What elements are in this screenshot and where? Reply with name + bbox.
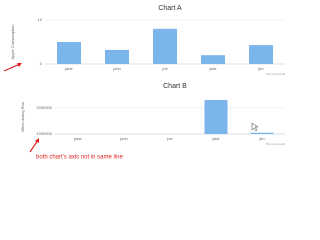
screenshot: both chart's axis not in same line Chart… <box>0 0 292 172</box>
background <box>0 0 292 172</box>
x-tick-label: jack <box>211 136 219 141</box>
x-tick-label: joe <box>166 136 173 141</box>
bar <box>204 100 228 134</box>
credits: This is a credit <box>266 142 286 146</box>
arrow <box>3 63 21 72</box>
y-tick-label: 10 <box>38 17 43 22</box>
arrow-head <box>17 63 22 67</box>
bar <box>57 42 81 64</box>
y-tick-label: 1000000 <box>36 131 52 136</box>
x-tick-label: jane <box>64 66 73 71</box>
y-axis-label: Apple Consumption <box>10 25 15 60</box>
cursor <box>251 122 259 132</box>
x-tick-label: jane <box>73 136 82 141</box>
bar <box>250 132 274 134</box>
bar <box>105 49 129 64</box>
x-tick-label: jim <box>257 66 264 71</box>
x-tick-label: john <box>119 136 128 141</box>
bar <box>201 55 225 64</box>
y-axis-label: Miles during Run <box>20 102 25 132</box>
x-tick-label: jim <box>258 136 265 141</box>
y-tick-label: 0 <box>40 61 43 66</box>
chart-title: Chart B <box>163 83 187 90</box>
x-tick-label: john <box>112 66 121 71</box>
x-tick-label: joe <box>161 66 168 71</box>
arrow <box>29 139 39 153</box>
bar <box>153 28 177 64</box>
page: both chart's axis not in same line Chart… <box>0 0 292 172</box>
credits: This is a credit <box>266 72 286 76</box>
x-tick-label: jack <box>208 66 216 71</box>
bar <box>249 45 273 64</box>
arrow-head <box>35 138 39 143</box>
annotation: both chart's axis not in same line <box>36 155 124 161</box>
chart-title: Chart A <box>158 5 182 12</box>
y-tick-label: 2000000 <box>36 105 52 110</box>
